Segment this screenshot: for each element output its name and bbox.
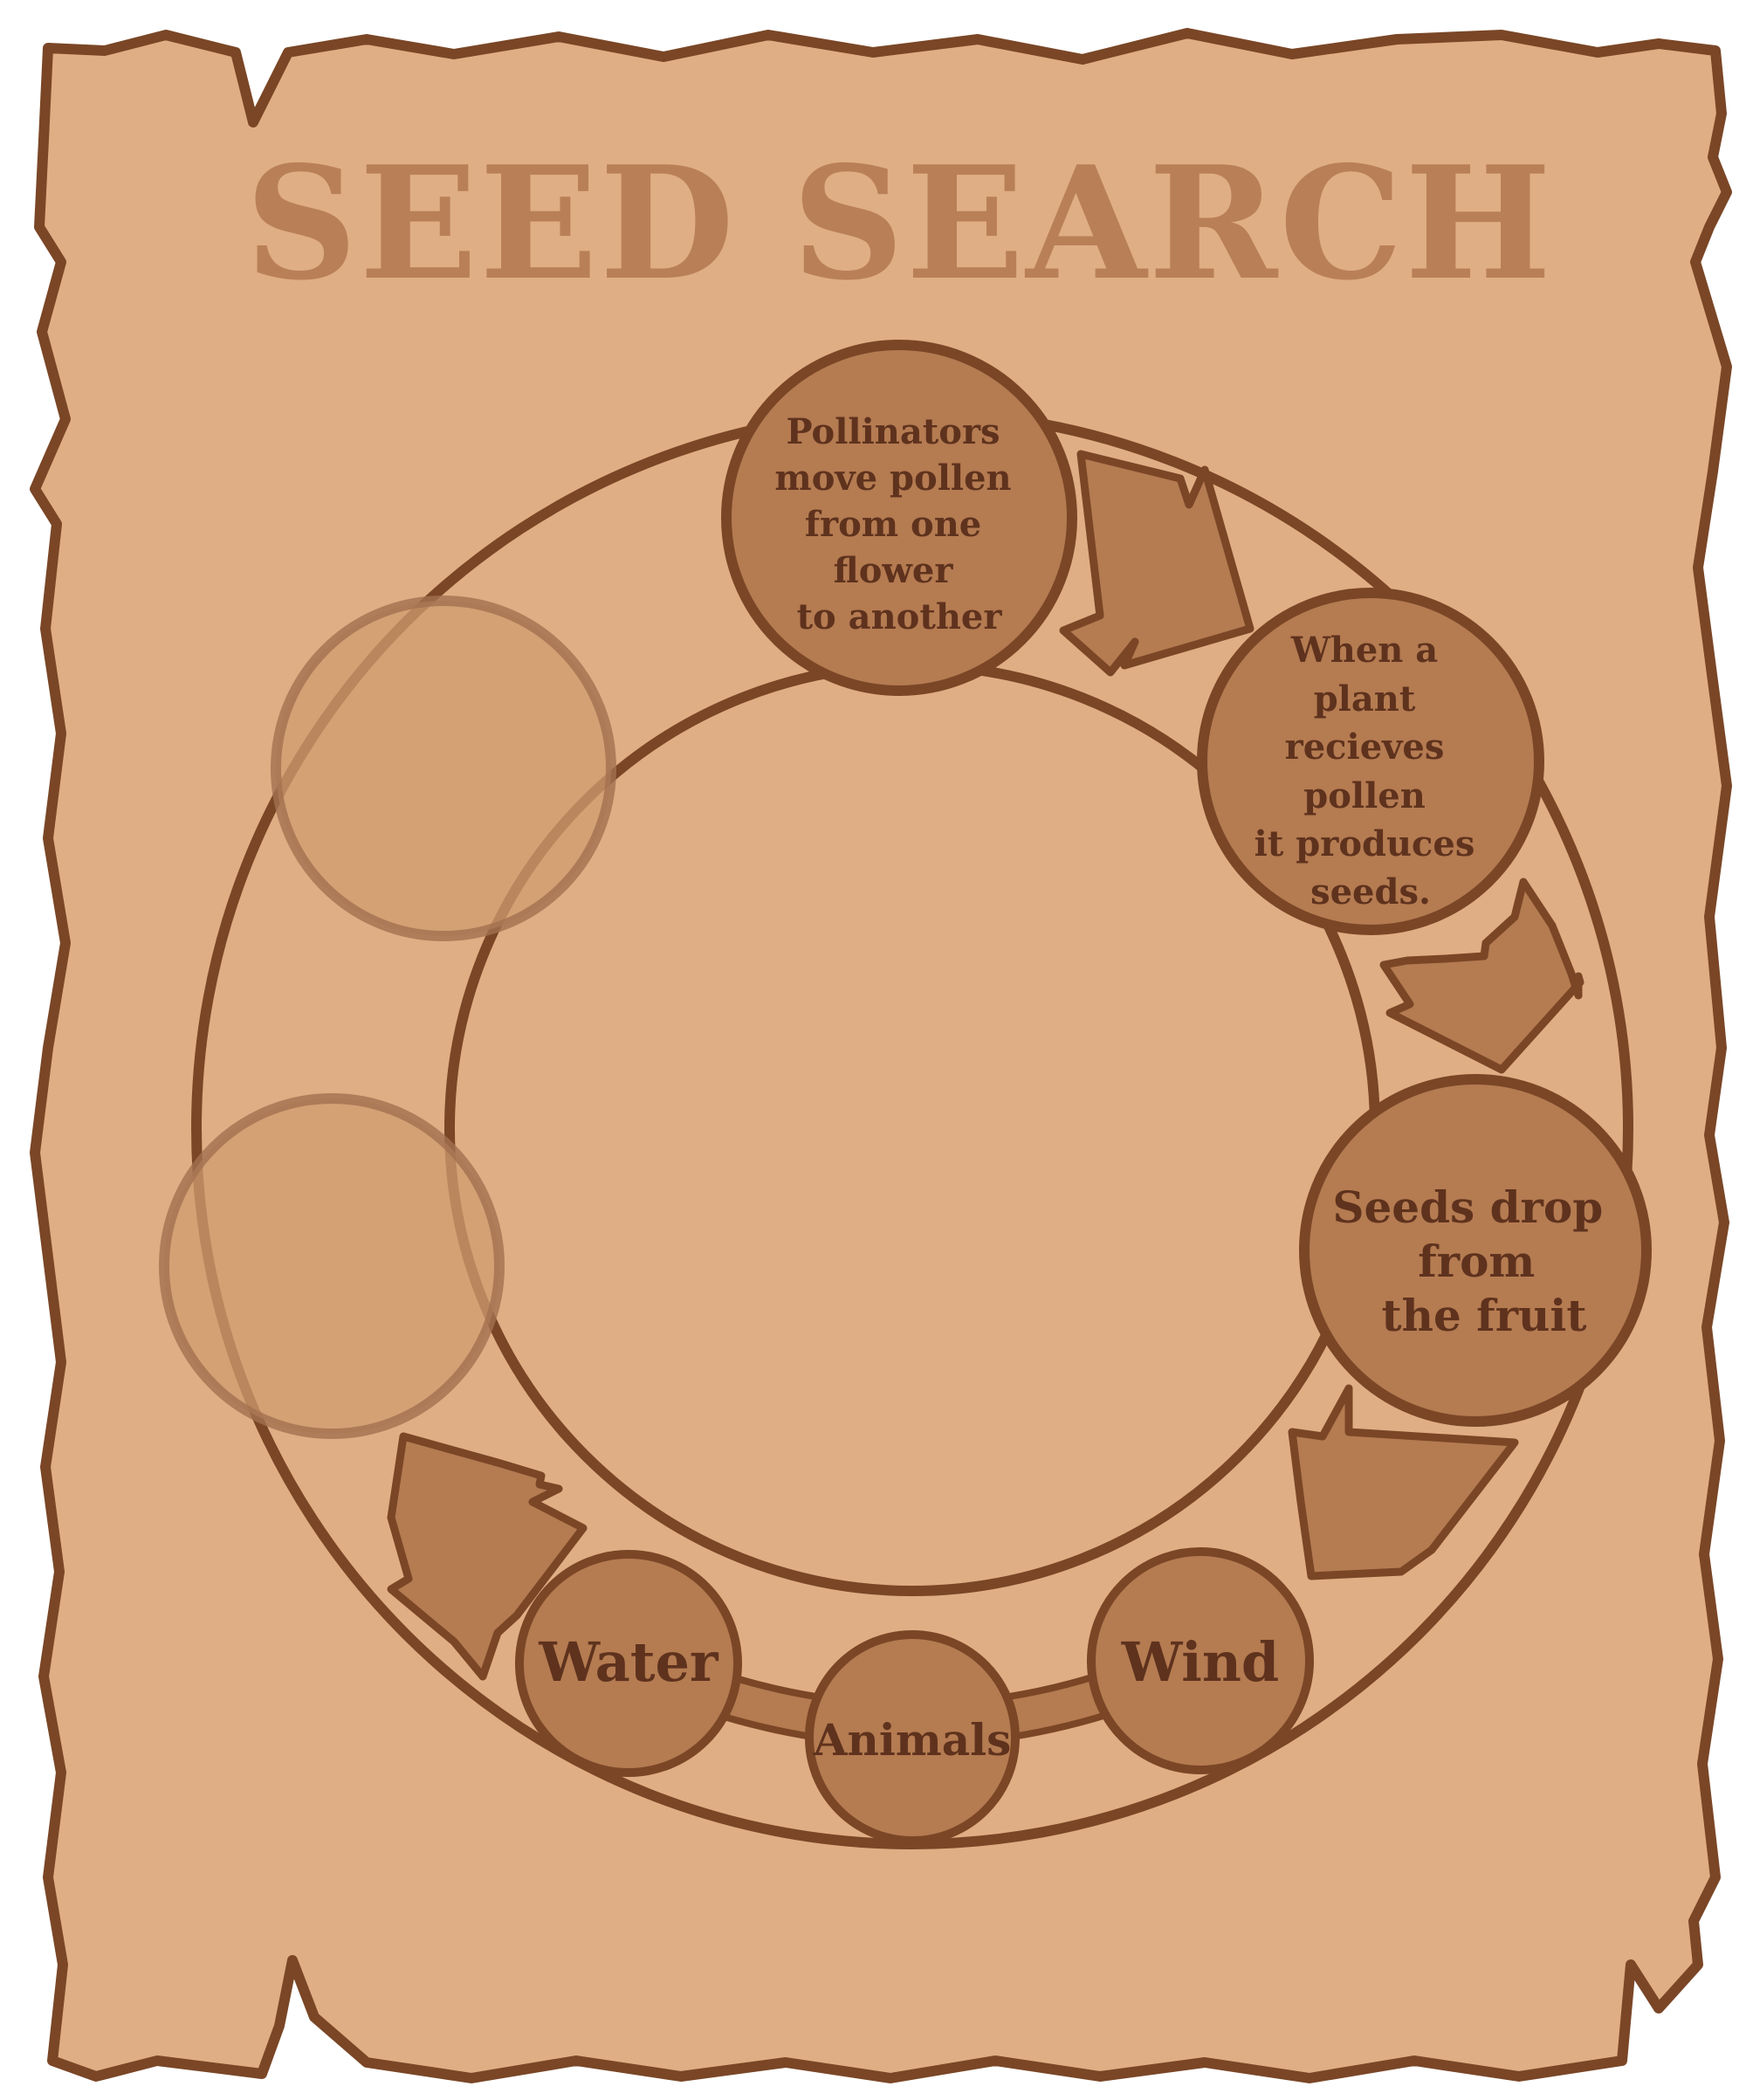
arrow-dispersal-to-sprout <box>387 1432 588 1681</box>
dispersal-label-wind: Wind <box>1121 1630 1280 1694</box>
step-text-produce: When a plant recieves pollen it produces… <box>1255 630 1488 912</box>
step-text-drop: Seeds drop from the fruit <box>1332 1181 1618 1341</box>
empty-placeholder-circle-lower <box>159 1093 505 1439</box>
dispersal-label-water: Water <box>538 1630 718 1694</box>
step-node-produce <box>1197 588 1544 935</box>
arrow-produce-to-drop <box>1379 878 1584 1074</box>
dispersal-node-animals <box>805 1630 1020 1845</box>
step-node-pollinate <box>721 340 1077 696</box>
step-text-pollinate: Pollinators move pollen from one flower … <box>774 411 1023 637</box>
arrow-pollinate-to-produce <box>1059 450 1255 677</box>
dispersal-label-animals: Animals <box>813 1714 1012 1766</box>
arrow-drop-to-dispersal <box>1288 1384 1519 1580</box>
dispersal-node-water <box>515 1550 742 1777</box>
empty-placeholder-circle-upper <box>271 596 616 941</box>
poster-title: SEED SEARCH <box>245 132 1553 314</box>
dispersal-node-wind <box>1087 1547 1314 1774</box>
step-node-drop <box>1299 1074 1652 1427</box>
